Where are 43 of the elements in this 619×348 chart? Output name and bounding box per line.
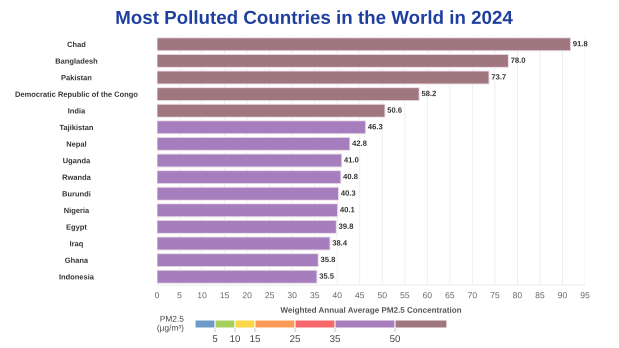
x-tick-label: 0 [154,292,160,298]
x-tick-label: 25 [290,335,300,342]
x-tick-label: 55 [400,292,410,298]
x-tick-label: 50 [378,292,387,298]
x-tick-label: 75 [490,292,500,298]
x-tick-label: 15 [220,292,230,298]
x-tick-label: 45 [355,292,364,298]
x-tick-label: 20 [242,292,252,298]
bar [157,253,319,268]
x-tick-label: 85 [536,292,544,298]
bar [157,170,342,184]
bar [157,37,572,52]
x-tick-label: 5 [212,335,218,342]
bar [157,87,420,102]
bar [157,154,342,168]
bar [157,203,338,218]
x-tick-label: 35 [310,292,320,298]
bar [157,70,490,84]
x-tick-label: 70 [468,292,477,298]
bar [157,54,509,68]
y-axis-title: PM2.5 (µg/m³) [157,316,184,332]
x-tick-label: 35 [330,335,340,342]
bar [157,186,340,201]
x-tick-label: 5 [177,292,182,298]
bar [157,104,386,118]
x-tick-label: 50 [390,335,400,342]
x-tick-label: 95 [580,292,590,298]
x-axis-title: Weighted Annual Average PM2.5 Concentration [280,306,462,314]
chart-title: Most Polluted Countries in the World in 2024 [116,10,513,24]
bar [157,236,330,250]
x-tick-label: 40 [332,292,342,298]
x-tick-label: 25 [265,292,274,298]
bar [157,136,350,151]
bar [157,220,337,234]
x-tick-label: 65 [445,292,454,298]
x-tick-label: 80 [513,292,522,298]
x-tick-label: 60 [422,292,432,298]
x-tick-label: 10 [230,335,240,342]
x-tick-label: 15 [250,335,260,342]
x-tick-label: 30 [288,292,297,298]
x-tick-label: 10 [198,292,207,298]
bar [157,120,366,134]
x-tick-label: 90 [558,292,567,298]
